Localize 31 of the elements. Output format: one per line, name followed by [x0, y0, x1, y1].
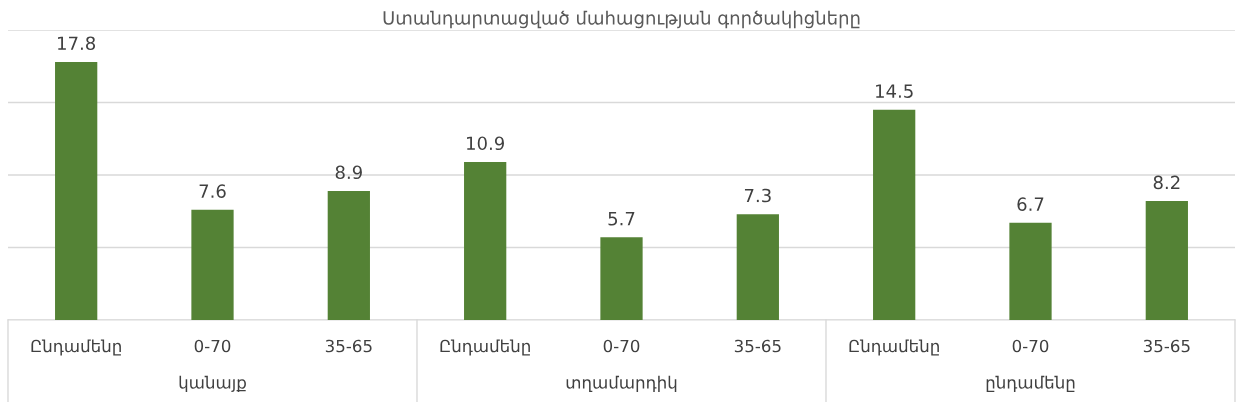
x-tick-label: 0-70	[194, 339, 231, 353]
data-label: 7.6	[199, 184, 226, 198]
data-label: 17.8	[58, 36, 96, 51]
x-tick-label: 35-65	[734, 339, 781, 353]
text: տղամարդիկ	[566, 375, 677, 392]
bar	[1009, 222, 1052, 320]
x-tick-label: Ընդամենը	[31, 339, 121, 356]
bar	[600, 237, 643, 320]
data-label: 8.2	[1153, 175, 1180, 190]
bar	[1145, 201, 1188, 320]
data-label: 14.5	[876, 84, 913, 98]
data-label: 7.3	[744, 188, 771, 203]
x-tick-label: 35-65	[325, 339, 372, 353]
data-label: 6.7	[1017, 197, 1044, 212]
data-label: 8.9	[335, 165, 362, 180]
x-tick-label: 0-70	[1012, 339, 1049, 353]
bar	[191, 209, 234, 320]
x-tick-label: Ընդամենը	[849, 339, 939, 356]
data-label: 5.7	[608, 212, 635, 226]
x-tick-label: Ընդամենը	[440, 339, 530, 356]
bar	[327, 190, 370, 320]
bar	[464, 161, 507, 320]
x-tick-label: 0-70	[603, 339, 640, 353]
bar	[873, 109, 916, 320]
text: կանայք	[179, 375, 246, 392]
bar	[55, 61, 98, 320]
bar	[736, 214, 779, 320]
x-tick-label: 35-65	[1143, 339, 1190, 353]
chart-title: Ստանդարտացված մահացության գործակիցները	[383, 10, 860, 29]
text: ընդամենը	[986, 375, 1075, 392]
data-label: 10.9	[467, 136, 504, 151]
